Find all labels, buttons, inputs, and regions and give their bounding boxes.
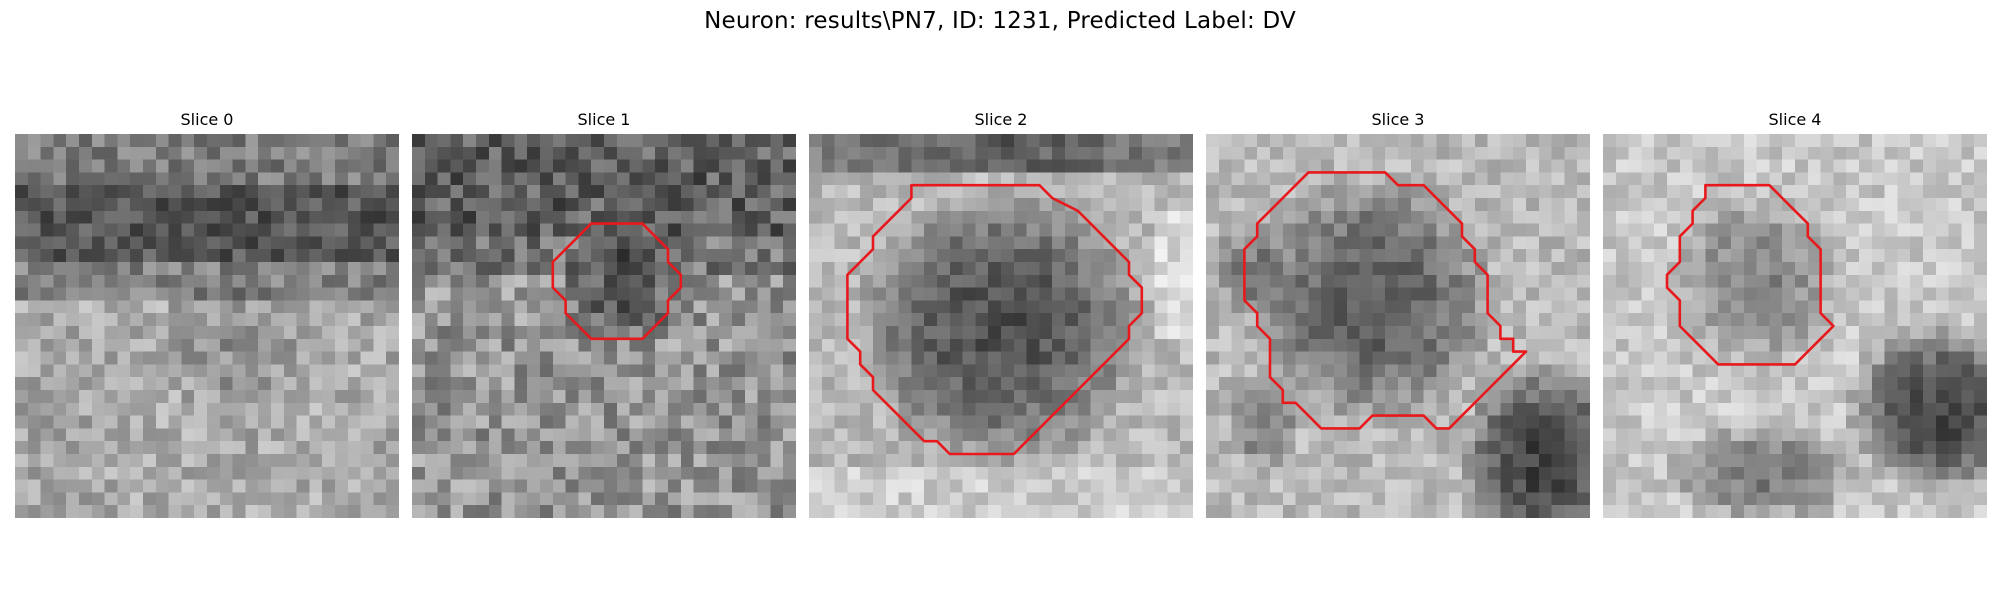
slice-title: Slice 2 (974, 110, 1028, 129)
slice-image (809, 134, 1193, 518)
slice-image (412, 134, 796, 518)
slice-image (1603, 134, 1987, 518)
slice-image (15, 134, 399, 518)
slice-panel-0: Slice 0 (15, 0, 399, 600)
figure-title: Neuron: results\PN7, ID: 1231, Predicted… (704, 8, 1296, 34)
slice-title: Slice 0 (180, 110, 234, 129)
slice-panel-3: Slice 3 (1206, 0, 1590, 600)
slice-title: Slice 3 (1371, 110, 1425, 129)
slice-title: Slice 1 (577, 110, 631, 129)
slice-title: Slice 4 (1768, 110, 1822, 129)
slice-panel-4: Slice 4 (1603, 0, 1987, 600)
slice-image (1206, 134, 1590, 518)
slice-panel-2: Slice 2 (809, 0, 1193, 600)
slice-panel-1: Slice 1 (412, 0, 796, 600)
